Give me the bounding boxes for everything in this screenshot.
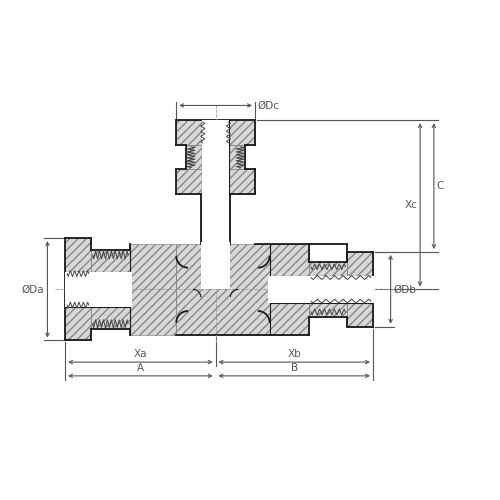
Text: Xb: Xb	[288, 349, 301, 359]
Text: ØDa: ØDa	[22, 284, 44, 294]
Text: Xa: Xa	[134, 349, 147, 359]
Text: C: C	[437, 181, 444, 191]
Polygon shape	[176, 120, 255, 145]
Bar	[65, 272, 132, 307]
Text: ØDc: ØDc	[258, 100, 280, 110]
Polygon shape	[201, 194, 230, 244]
Polygon shape	[176, 244, 270, 334]
Text: A: A	[137, 363, 144, 373]
Polygon shape	[130, 244, 176, 334]
Polygon shape	[65, 238, 90, 340]
Bar	[201, 242, 230, 290]
Polygon shape	[186, 145, 245, 170]
Text: Xc: Xc	[404, 200, 417, 210]
Bar	[268, 276, 375, 303]
Text: ØDb: ØDb	[394, 284, 416, 294]
Polygon shape	[270, 244, 309, 334]
Text: B: B	[290, 363, 298, 373]
Polygon shape	[90, 250, 130, 328]
Polygon shape	[309, 262, 348, 317]
Bar	[202, 120, 230, 244]
Polygon shape	[176, 170, 255, 194]
Polygon shape	[348, 252, 373, 326]
